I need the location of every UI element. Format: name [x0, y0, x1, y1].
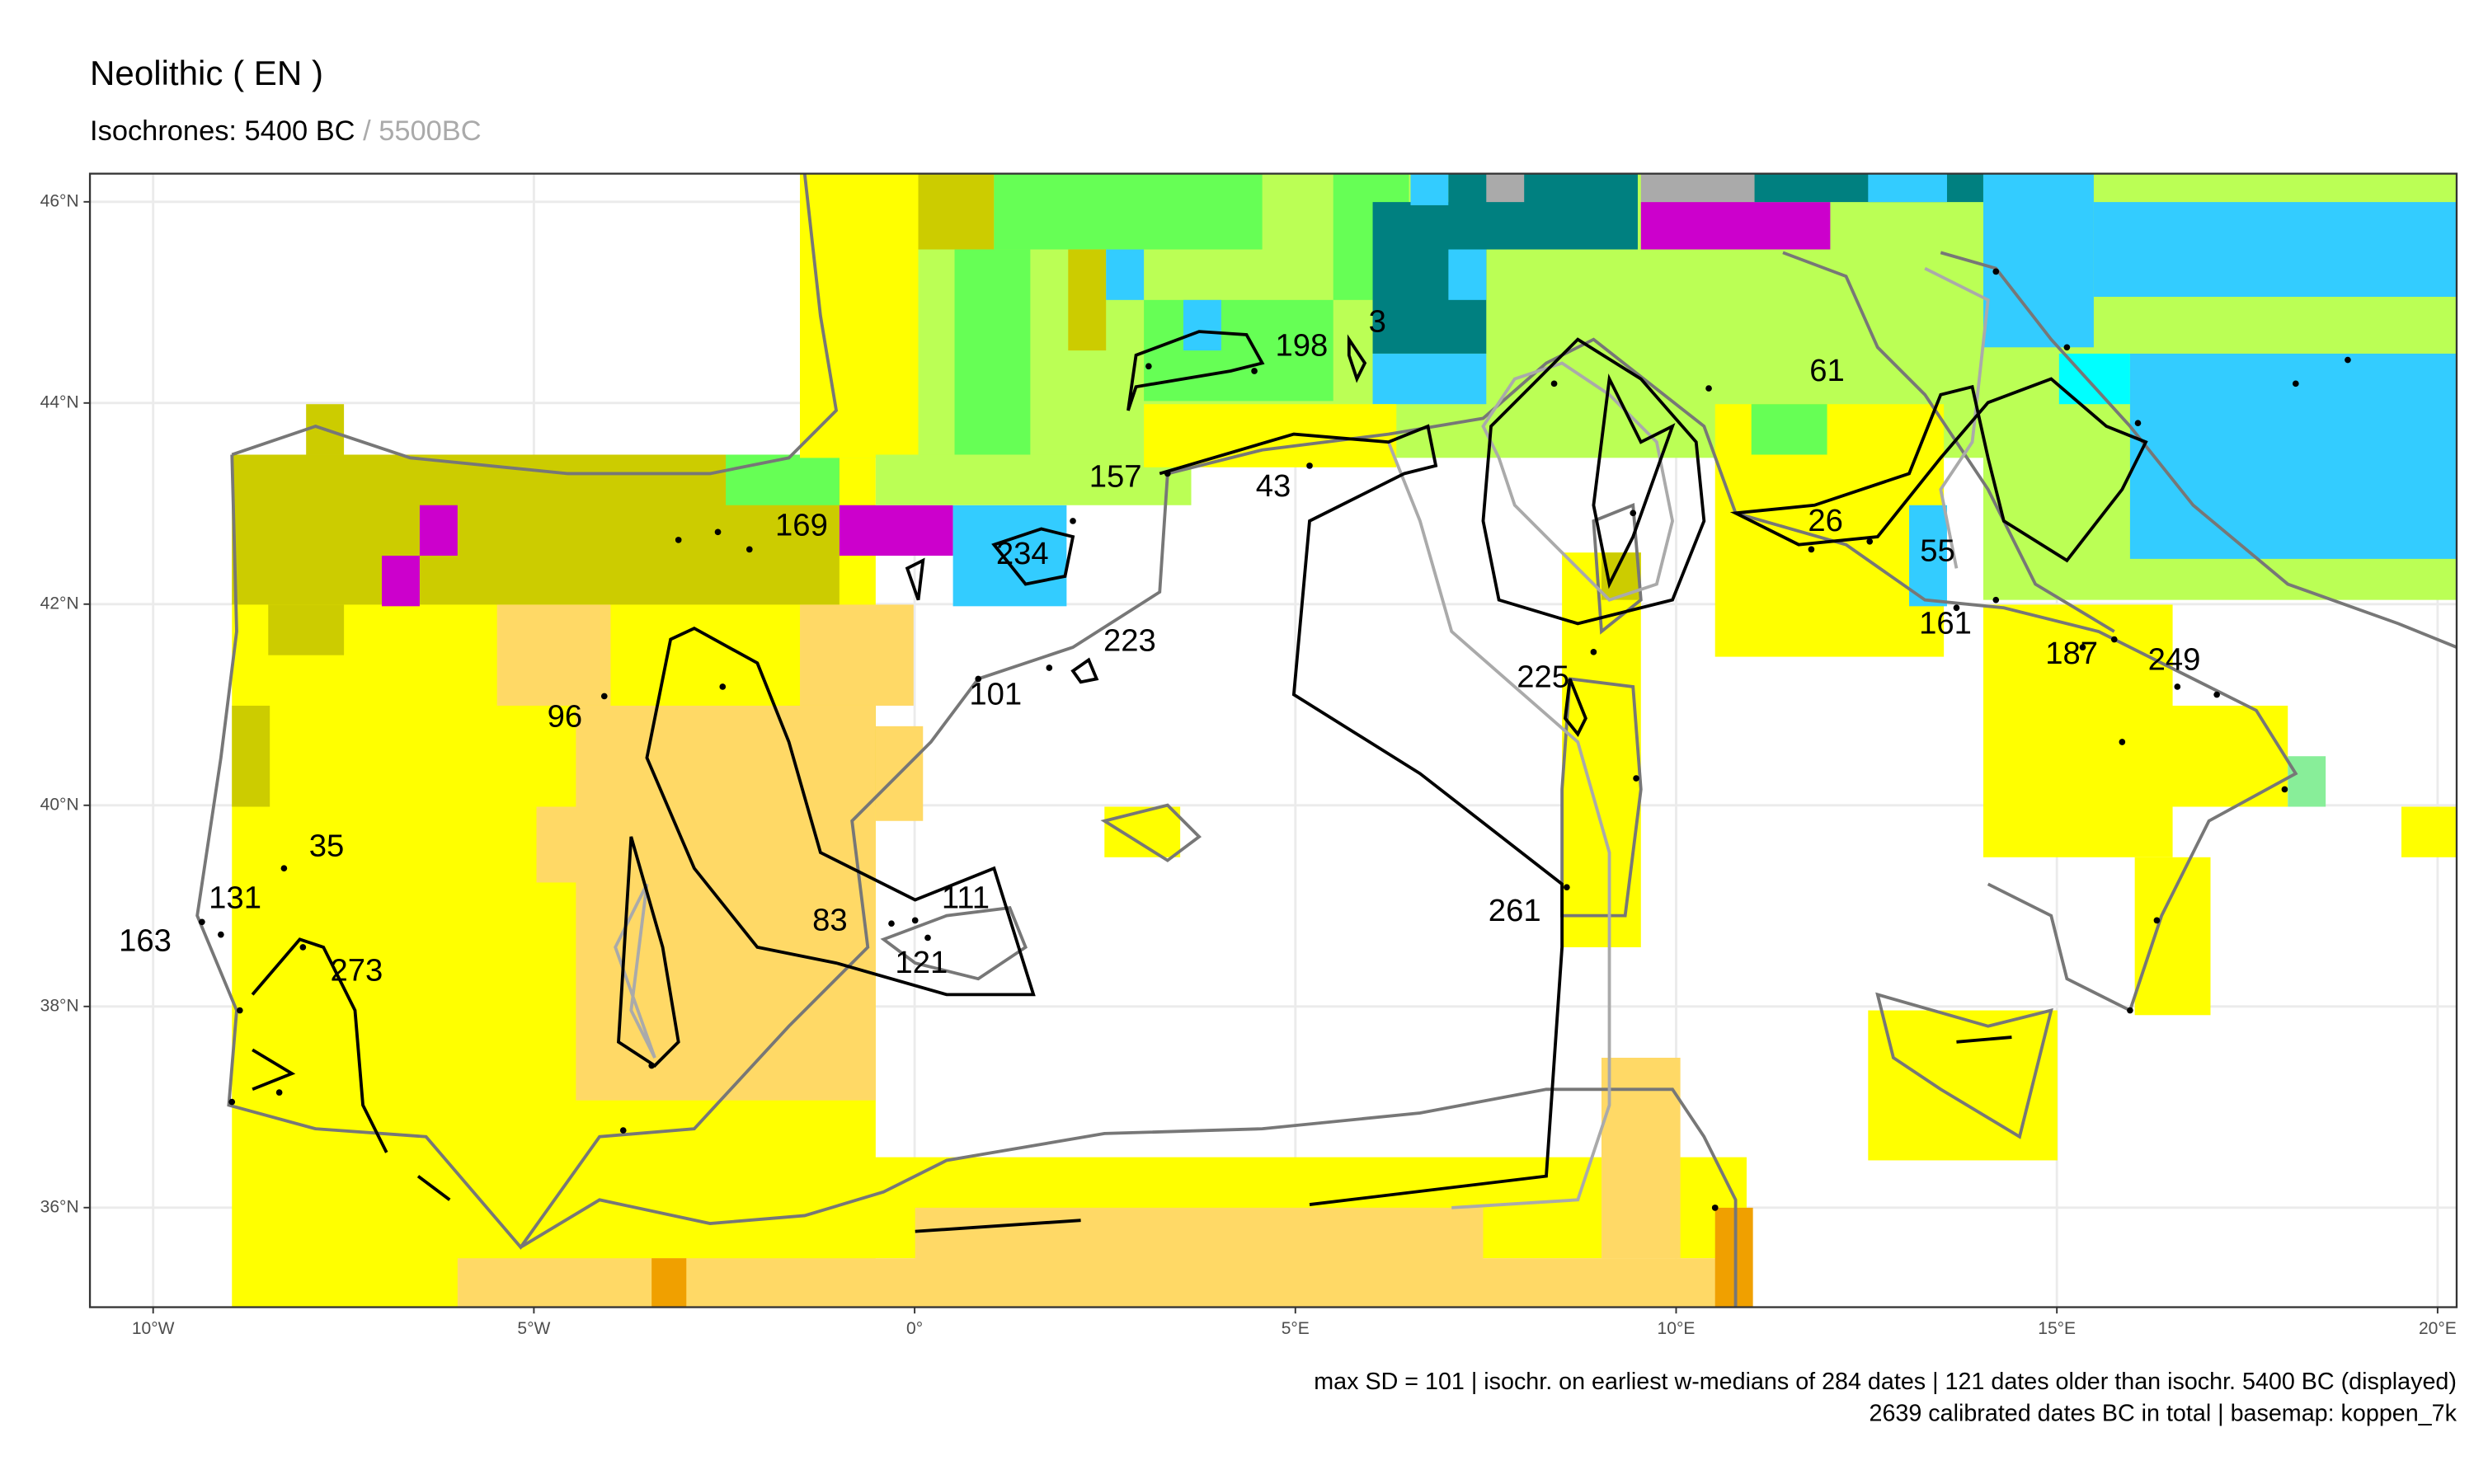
subtitle-main: Isochrones: 5400 BC	[90, 115, 355, 147]
title: Neolithic ( EN )	[90, 54, 323, 92]
x-tick-label: 10°W	[132, 1319, 175, 1338]
site-label: 26	[1808, 503, 1843, 538]
site-label: 169	[775, 508, 828, 543]
site-label: 55	[1920, 533, 1955, 568]
x-tick-label: 20°E	[2419, 1319, 2457, 1338]
site-label: 261	[1489, 893, 1541, 928]
site-label: 273	[330, 953, 383, 989]
footer-line: max SD = 101 | isochr. on earliest w-med…	[1314, 1369, 2457, 1395]
basemap	[195, 173, 2457, 1308]
y-tick-label: 42°N	[40, 594, 79, 613]
site-label: 249	[2148, 641, 2201, 677]
sites	[199, 268, 2351, 1211]
site-label: 234	[996, 536, 1049, 571]
site-labels: 169 96 35 131 163 273 83 111 121 101 223…	[119, 304, 2200, 989]
x-tick-label: 5°W	[517, 1319, 550, 1338]
y-tick-label: 40°N	[40, 795, 79, 814]
site-label: 121	[895, 945, 948, 980]
y-tick-label: 44°N	[40, 392, 79, 411]
site-label: 3	[1369, 304, 1386, 340]
site-label: 225	[1517, 660, 1569, 695]
site-label: 43	[1256, 468, 1291, 504]
panel-border	[88, 172, 2458, 1308]
site-label: 61	[1809, 353, 1845, 388]
y-tick-label: 36°N	[40, 1197, 79, 1216]
site-label: 35	[309, 828, 345, 863]
x-tick-label: 15°E	[2038, 1319, 2076, 1338]
site-label: 131	[209, 881, 261, 916]
x-tick-label: 0°	[906, 1319, 923, 1338]
site-label: 96	[548, 698, 583, 734]
site-label: 187	[2045, 636, 2098, 671]
y-tick-label: 38°N	[40, 996, 79, 1015]
site-label: 111	[942, 881, 990, 916]
site-label: 223	[1103, 622, 1156, 658]
site-label: 157	[1089, 458, 1142, 494]
footer-line: 2639 calibrated dates BC in total | base…	[1870, 1400, 2458, 1426]
site-label: 83	[812, 902, 848, 937]
y-tick-label: 46°N	[40, 191, 79, 210]
site-label: 161	[1919, 605, 1972, 641]
subtitle: Isochrones: 5400 BC / 5500BC	[90, 115, 482, 147]
site-label: 163	[119, 923, 172, 958]
subtitle-secondary: / 5500BC	[363, 115, 482, 147]
x-tick-label: 10°E	[1658, 1319, 1696, 1338]
site-label: 101	[969, 677, 1022, 712]
site-label: 198	[1276, 327, 1329, 363]
x-tick-label: 5°E	[1282, 1319, 1310, 1338]
